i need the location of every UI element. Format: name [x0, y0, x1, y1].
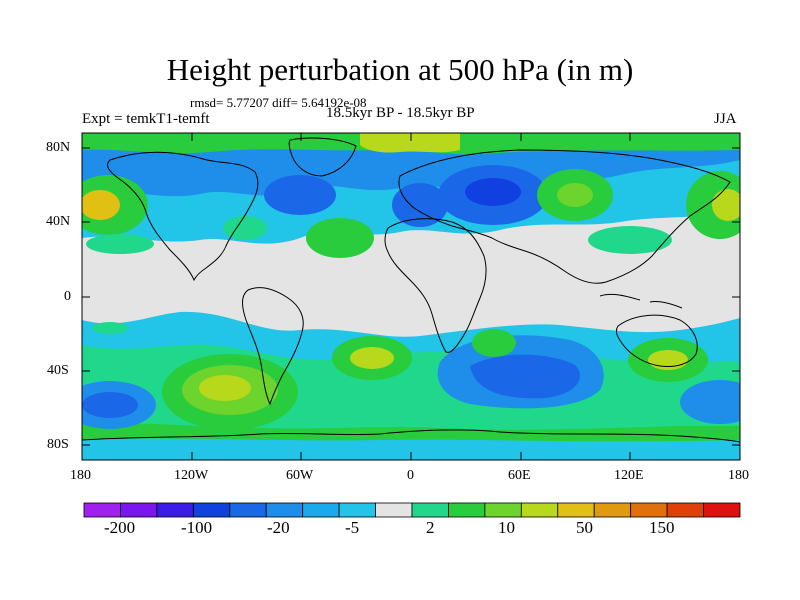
south-east-low [680, 380, 740, 424]
north-pacific-high-left-core [82, 190, 120, 220]
atlantic-high [306, 218, 374, 258]
colorbar-swatch [666, 502, 704, 518]
lon-label: 60W [286, 468, 314, 483]
lon-label: 120W [174, 468, 209, 483]
colorbar-swatch [448, 502, 486, 518]
pacific-high-right-core [712, 189, 740, 221]
colorbar [83, 502, 741, 518]
axis-ticks [81, 133, 741, 460]
lon-label: 180 [70, 468, 91, 483]
colorbar-label: -5 [345, 518, 360, 537]
colorbar-label: 150 [649, 518, 675, 537]
asia-high-south [588, 226, 672, 254]
colorbar-swatch [156, 502, 194, 518]
colorbar-swatch [375, 502, 413, 518]
lon-label: 0 [407, 468, 414, 483]
europe-low [392, 183, 448, 227]
colorbar-swatch [302, 502, 340, 518]
arctic-high-core [360, 133, 460, 153]
map-title: Height perturbation at 500 hPa (in m) [166, 52, 634, 87]
lon-label: 180 [728, 468, 749, 483]
colorbar-swatch [192, 502, 231, 518]
south-pacific-high-core [199, 375, 251, 401]
colorbar-swatch [484, 502, 522, 518]
colorbar-swatch [120, 502, 158, 518]
south-indian-low-core [470, 354, 581, 399]
coast-greenland [288, 137, 357, 177]
season-label: JJA [714, 111, 737, 127]
colorbar-label: 50 [576, 518, 593, 537]
colorbar-label: -200 [104, 518, 136, 537]
coast-eurasia [398, 149, 731, 284]
east-asia-high-core [557, 183, 593, 207]
southern-africa-high [472, 329, 516, 357]
colorbar-swatch [520, 502, 559, 518]
lon-label: 120E [614, 468, 644, 483]
coast-antarctica [82, 429, 740, 443]
coastlines [82, 137, 740, 443]
colorbar-swatch [630, 502, 668, 518]
tropical-patch-2 [223, 216, 267, 240]
colorbar-swatch [338, 502, 376, 518]
tropical-patch-3 [92, 322, 128, 334]
tropical-patch-1 [86, 234, 154, 254]
antarctic-strip [82, 438, 740, 460]
colorbar-label: -100 [181, 518, 213, 537]
colorbar-label: -20 [267, 518, 290, 537]
colorbar-label: 10 [498, 518, 515, 537]
lat-label: 80N [46, 140, 71, 155]
lat-label: 40N [46, 214, 71, 229]
colorbar-swatch [703, 502, 741, 518]
colorbar-swatch [557, 502, 595, 518]
colorbar-swatch [83, 502, 121, 518]
coast-north-america [107, 151, 259, 282]
coast-australia [615, 314, 698, 367]
atlantic-low [264, 175, 336, 215]
colorbar-swatch [411, 502, 449, 518]
coast-indonesia [599, 293, 683, 309]
stats-label: rmsd= 5.77207 diff= 5.64192e-08 [190, 95, 367, 110]
siberia-low-core [465, 178, 521, 206]
coast-africa [384, 218, 487, 353]
colorbar-swatch [593, 502, 632, 518]
lat-label: 80S [47, 437, 69, 452]
colorbar-label: 2 [426, 518, 435, 537]
lon-label: 60E [508, 468, 531, 483]
coast-south-america [242, 287, 304, 406]
colorbar-swatch [265, 502, 304, 518]
contour-field [82, 133, 740, 460]
lat-label: 40S [47, 363, 69, 378]
period-label: 18.5kyr BP - 18.5kyr BP [326, 105, 475, 121]
experiment-label: Expt = temkT1-temft [82, 111, 210, 127]
south-atlantic-high-core [350, 347, 394, 369]
lat-label: 0 [64, 289, 71, 304]
south-west-low-core [82, 392, 138, 418]
colorbar-swatch [229, 502, 267, 518]
